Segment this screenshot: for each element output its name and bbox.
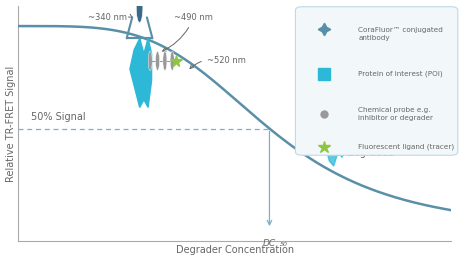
Text: 50: 50	[280, 242, 288, 247]
Text: Chemical probe e.g.
inhibitor or degrader: Chemical probe e.g. inhibitor or degrade…	[358, 107, 433, 121]
Polygon shape	[336, 129, 346, 157]
Text: ~520 nm: ~520 nm	[190, 56, 246, 68]
Circle shape	[155, 51, 160, 70]
Text: Protein of interest (POI): Protein of interest (POI)	[358, 71, 443, 77]
Text: No FRET Signal: No FRET Signal	[313, 58, 387, 68]
Text: DC: DC	[263, 239, 276, 248]
Circle shape	[342, 74, 346, 93]
X-axis label: Degrader Concentration: Degrader Concentration	[176, 245, 294, 256]
Text: ~490 nm: ~490 nm	[163, 13, 213, 51]
Text: POI degraded: POI degraded	[328, 148, 394, 158]
FancyBboxPatch shape	[295, 7, 458, 155]
Text: CoraFluor™ conjugated
antibody: CoraFluor™ conjugated antibody	[358, 27, 443, 41]
Circle shape	[349, 74, 353, 93]
Circle shape	[148, 51, 152, 70]
Polygon shape	[323, 103, 333, 131]
Polygon shape	[327, 138, 337, 166]
Y-axis label: Relative TR-FRET Signal: Relative TR-FRET Signal	[6, 65, 16, 182]
Circle shape	[170, 51, 174, 70]
Circle shape	[334, 74, 338, 93]
Polygon shape	[130, 38, 152, 108]
Circle shape	[163, 51, 167, 70]
Circle shape	[356, 74, 360, 93]
Polygon shape	[333, 95, 343, 122]
Text: ~340 nm: ~340 nm	[88, 13, 132, 22]
Text: 50% Signal: 50% Signal	[31, 112, 86, 122]
Circle shape	[318, 47, 325, 78]
Text: Fluorescent ligand (tracer): Fluorescent ligand (tracer)	[358, 144, 455, 150]
Circle shape	[136, 0, 143, 23]
